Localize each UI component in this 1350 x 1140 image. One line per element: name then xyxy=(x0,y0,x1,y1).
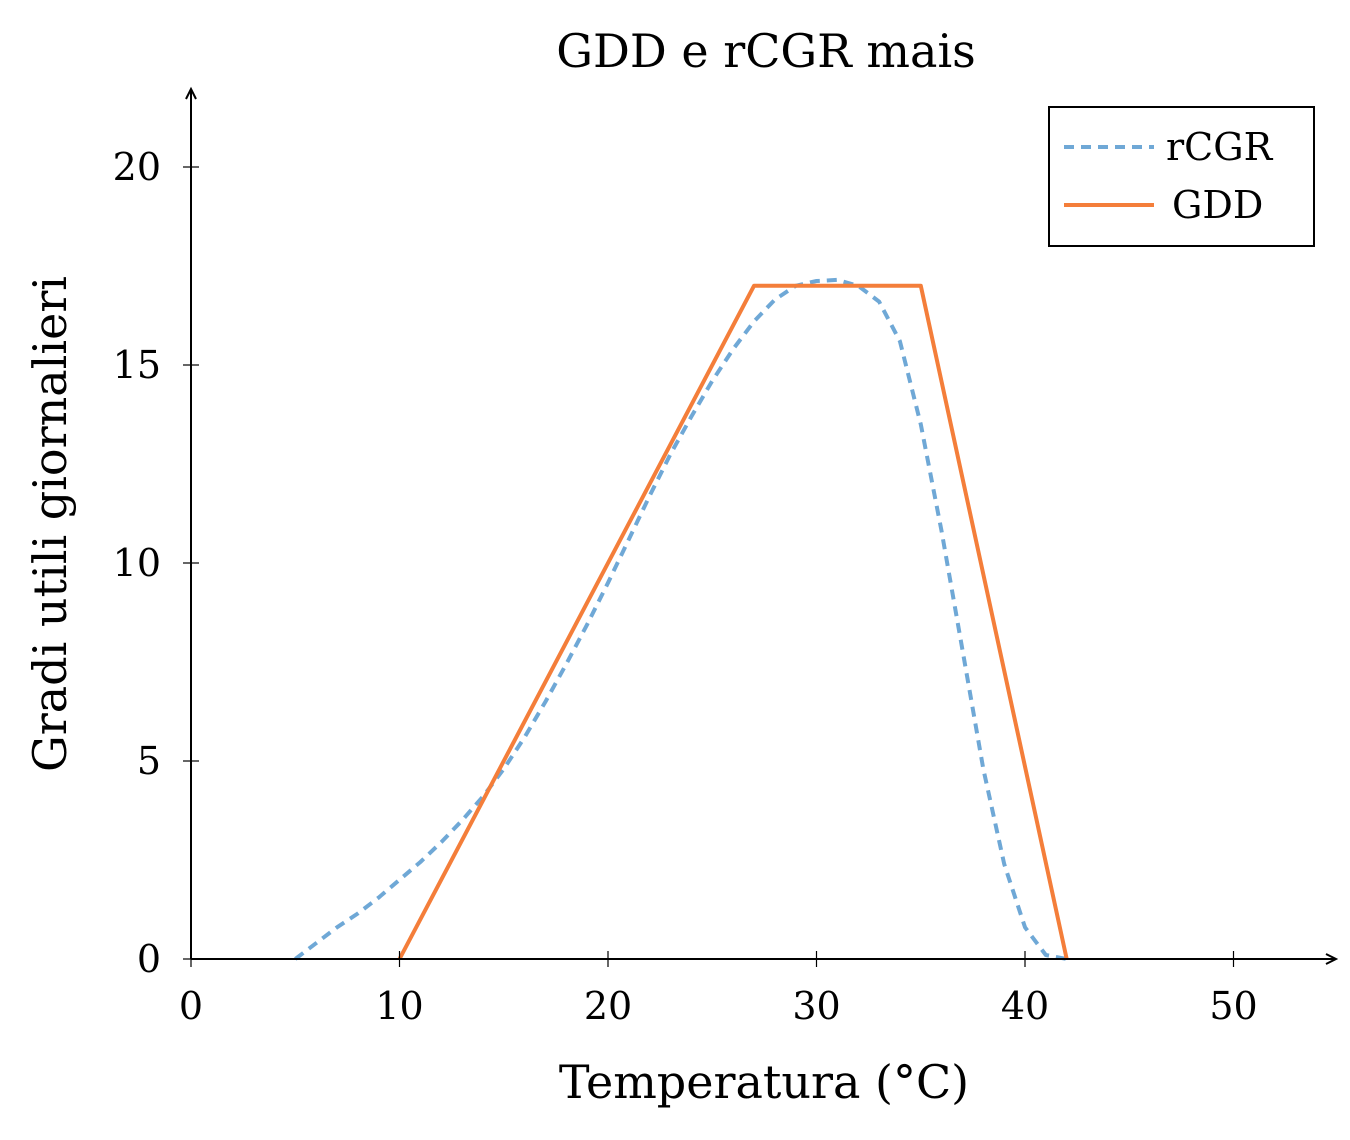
y-tick-label-0: 0 xyxy=(137,937,161,981)
x-tick-label-30: 30 xyxy=(792,984,840,1028)
x-tick-label-10: 10 xyxy=(375,984,423,1028)
legend-label-gdd: GDD xyxy=(1172,183,1263,227)
x-tick-label-50: 50 xyxy=(1209,984,1257,1028)
x-tick-label-40: 40 xyxy=(1001,984,1049,1028)
x-axis-label: Temperatura (°C) xyxy=(559,1055,969,1109)
x-tick-label-0: 0 xyxy=(179,984,203,1028)
y-tick-label-15: 15 xyxy=(113,343,161,387)
legend-label-rcgr: rCGR xyxy=(1166,125,1274,169)
legend: rCGR GDD xyxy=(1048,106,1315,247)
x-ticks: 0 10 20 30 40 50 xyxy=(179,951,1258,1028)
x-tick-label-20: 20 xyxy=(584,984,632,1028)
legend-box xyxy=(1048,106,1315,247)
plot-area xyxy=(294,277,1069,961)
y-tick-label-5: 5 xyxy=(137,739,161,783)
axes xyxy=(185,86,1339,965)
y-ticks: 0 5 10 15 20 xyxy=(113,145,199,981)
series-line-rcgr xyxy=(294,277,1068,961)
chart-title: GDD e rCGR mais xyxy=(556,24,976,78)
series-line-gdd xyxy=(397,283,1069,960)
y-tick-label-20: 20 xyxy=(113,145,161,189)
y-axis-label: Gradi utili giornalieri xyxy=(23,276,77,772)
y-tick-label-10: 10 xyxy=(113,541,161,585)
